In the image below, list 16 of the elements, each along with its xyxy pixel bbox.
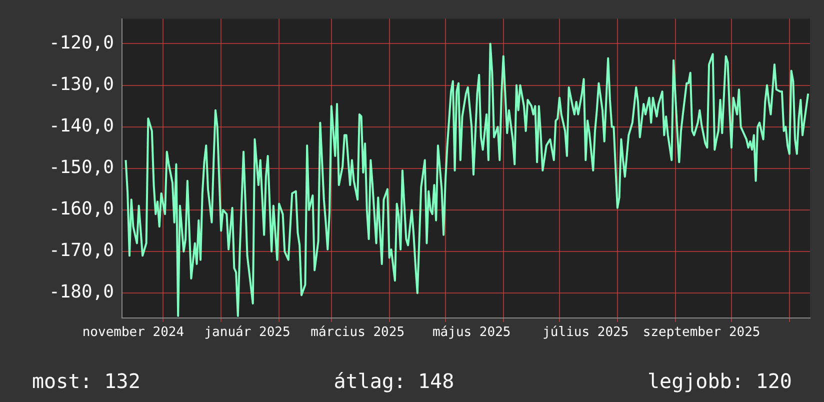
y-tick-label: -170,0 — [48, 240, 114, 262]
x-tick-label: május 2025 — [432, 325, 511, 340]
y-tick-label: -180,0 — [48, 282, 114, 303]
y-tick-label: -120,0 — [48, 32, 114, 54]
y-tick-label: -140,0 — [48, 116, 114, 137]
x-tick-label: július 2025 — [542, 325, 629, 340]
x-tick-label: március 2025 — [310, 325, 405, 340]
x-tick-label: január 2025 — [204, 325, 290, 340]
y-tick-label: -130,0 — [48, 74, 114, 95]
text: most: 132 — [32, 369, 140, 393]
y-tick-label: -150,0 — [48, 157, 114, 178]
text: átlag: 148 — [334, 369, 454, 393]
text: legjobb: 120 — [647, 369, 792, 393]
x-tick-label: szeptember 2025 — [642, 325, 760, 340]
y-tick-label: -160,0 — [48, 198, 114, 220]
x-tick-label: november 2024 — [82, 325, 184, 340]
